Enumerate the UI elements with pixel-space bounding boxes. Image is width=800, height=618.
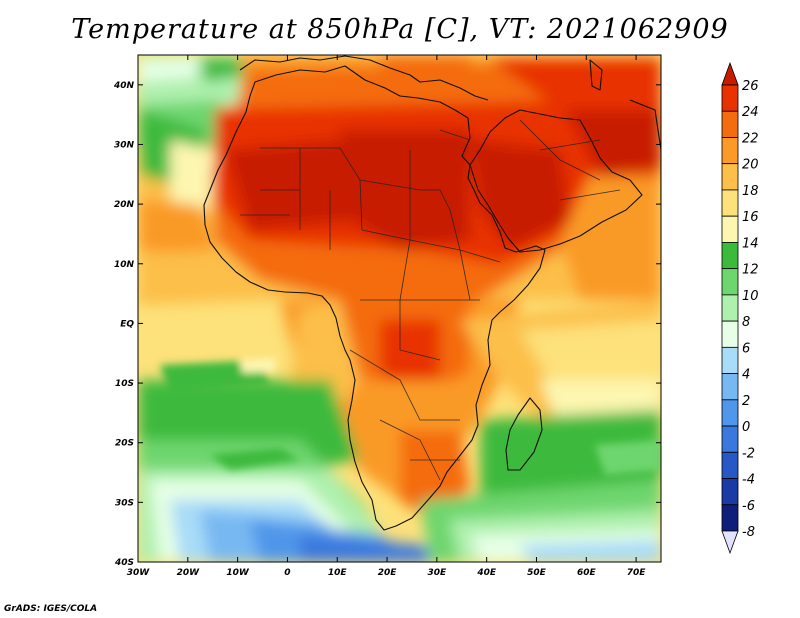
colorbar-label: 22 — [742, 131, 759, 146]
colorbar-swatch — [721, 399, 739, 427]
colorbar-swatch — [721, 110, 739, 138]
colorbar-swatch — [721, 451, 739, 479]
temperature-region — [520, 540, 661, 562]
lon-label-60e: 60E — [577, 568, 597, 578]
lon-label-0: 0 — [284, 568, 290, 578]
field-detail-group — [160, 358, 661, 475]
colorbar-label: 26 — [742, 79, 759, 94]
temperature-region — [340, 130, 470, 250]
colorbar-label: 16 — [742, 210, 759, 225]
colorbar-label: 4 — [742, 368, 750, 383]
colorbar-swatch — [721, 478, 739, 506]
colorbar-swatch — [721, 242, 739, 270]
arabia-coastline — [469, 109, 643, 253]
lat-label-10s: 10S — [115, 379, 134, 389]
temperature-field — [138, 55, 661, 562]
madagascar-coastline — [505, 397, 543, 471]
temperature-region — [300, 535, 450, 562]
colorbar — [721, 61, 739, 555]
colorbar-swatch — [721, 320, 739, 348]
colorbar-swatch — [721, 504, 739, 532]
temperature-region — [200, 58, 245, 82]
colorbar-swatch — [721, 346, 739, 374]
field-blur-group — [138, 55, 661, 562]
chart-title: Temperature at 850hPa [C], VT: 202106290… — [71, 14, 729, 45]
colorbar-swatch — [721, 163, 739, 191]
temperature-region — [170, 140, 215, 210]
lat-label-30n: 30N — [114, 140, 135, 150]
colorbar-label: 0 — [742, 420, 750, 435]
colorbar-label: -2 — [742, 446, 755, 461]
lon-label-10e: 10E — [328, 568, 348, 578]
colorbar-label: -8 — [742, 525, 755, 540]
colorbar-label: 24 — [742, 105, 759, 120]
lat-label-eq: EQ — [120, 319, 134, 329]
lon-label-30e: 30E — [428, 568, 448, 578]
colorbar-swatch — [721, 84, 739, 112]
colorbar-label: 10 — [742, 289, 759, 304]
colorbar-label: 8 — [742, 315, 750, 330]
temperature-region — [560, 175, 661, 300]
colorbar-label: 20 — [742, 158, 759, 173]
temperature-region — [225, 140, 360, 230]
temperature-region — [490, 58, 661, 110]
colorbar-label: 6 — [742, 341, 750, 356]
lon-label-20e: 20E — [378, 568, 398, 578]
africa-coastline — [203, 65, 546, 531]
lat-label-40n: 40N — [113, 81, 135, 91]
temperature-detail — [595, 440, 661, 475]
credit-text: GrADS: IGES/COLA — [4, 604, 98, 614]
colorbar-label: 12 — [742, 263, 759, 278]
colorbar-swatch — [721, 215, 739, 243]
colorbar-swatch — [721, 189, 739, 217]
longitude-labels: 30W 20W 10W 0 10E 20E 30E 40E 50E 60E 70… — [127, 568, 647, 578]
colorbar-bottom-arrow — [721, 530, 739, 555]
colorbar-label: 18 — [742, 184, 759, 199]
lon-label-30w: 30W — [127, 568, 151, 578]
colorbar-swatch — [721, 425, 739, 453]
colorbar-label: -6 — [742, 499, 755, 514]
plot-frame — [137, 54, 662, 563]
country-borders — [240, 119, 621, 481]
lon-label-20w: 20W — [177, 568, 201, 578]
temperature-region — [138, 250, 260, 305]
lat-label-10n: 10N — [114, 260, 135, 270]
colorbar-swatch — [721, 268, 739, 296]
lon-label-10w: 10W — [226, 568, 250, 578]
europe-coastline — [239, 55, 489, 101]
temperature-region — [138, 200, 215, 255]
colorbar-label: 14 — [742, 236, 759, 251]
lat-label-20s: 20S — [115, 439, 134, 449]
lon-label-50e: 50E — [527, 568, 547, 578]
temperature-region — [138, 58, 200, 82]
lat-label-20n: 20N — [114, 200, 135, 210]
temperature-detail — [210, 448, 300, 470]
coastlines — [203, 55, 661, 531]
lon-label-70e: 70E — [627, 568, 647, 578]
colorbar-labels: 26 24 22 20 18 16 14 12 10 8 6 4 2 0 -2 … — [742, 79, 759, 540]
colorbar-top-arrow — [721, 61, 739, 86]
temperature-region — [560, 90, 661, 175]
lat-label-40s: 40S — [114, 558, 134, 568]
colorbar-label: -4 — [742, 473, 755, 488]
colorbar-swatch — [721, 137, 739, 165]
temperature-detail — [240, 358, 275, 373]
axis-ticks — [137, 55, 661, 563]
lat-label-30s: 30S — [115, 498, 134, 508]
lon-label-40e: 40E — [476, 568, 497, 578]
colorbar-swatch — [721, 373, 739, 401]
colorbar-swatch — [721, 294, 739, 322]
temperature-region — [380, 55, 470, 100]
latitude-labels: 40N 30N 20N 10N EQ 10S 20S 30S 40S — [113, 81, 135, 568]
colorbar-label: 2 — [742, 394, 750, 409]
india-coastline — [629, 99, 661, 200]
caspian-outline — [589, 59, 603, 91]
